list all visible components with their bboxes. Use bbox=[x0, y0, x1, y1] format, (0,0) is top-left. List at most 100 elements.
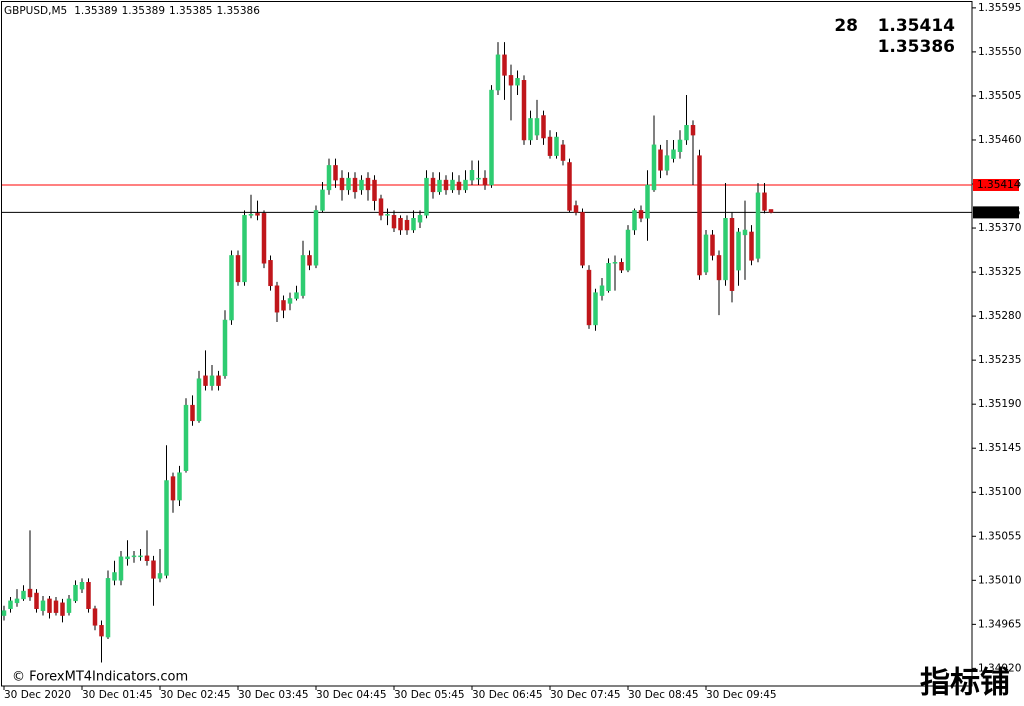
candle-body bbox=[521, 80, 527, 141]
x-tick-label: 30 Dec 08:45 bbox=[628, 689, 699, 701]
bid-label: 1.35386 bbox=[977, 206, 1021, 218]
candle-body bbox=[21, 590, 26, 600]
y-tick-label: 1.35370 bbox=[978, 222, 1021, 234]
ask-label-box bbox=[973, 178, 1019, 191]
candle-body bbox=[125, 556, 130, 560]
watermark: © ForexMT4Indicators.com bbox=[12, 670, 188, 685]
candle-body bbox=[404, 219, 410, 231]
candle-body bbox=[313, 210, 319, 266]
candle-body bbox=[489, 89, 494, 186]
candle-body bbox=[203, 375, 208, 386]
candle-body bbox=[697, 155, 702, 276]
candle-body bbox=[352, 177, 358, 193]
ask-label: 1.35414 bbox=[977, 179, 1021, 191]
header-open: 1.35389 bbox=[74, 5, 117, 17]
x-tick-label: 30 Dec 09:45 bbox=[706, 689, 777, 701]
candle-body bbox=[463, 179, 468, 191]
candle-body bbox=[469, 170, 475, 181]
candle-body bbox=[762, 192, 767, 211]
candle-body bbox=[157, 573, 163, 579]
candle-body bbox=[619, 262, 624, 271]
candle-body bbox=[729, 218, 735, 291]
x-tick-label: 30 Dec 01:45 bbox=[82, 689, 153, 701]
candle-body bbox=[183, 404, 189, 471]
candle-body bbox=[658, 149, 663, 171]
candle-body bbox=[573, 205, 579, 213]
y-tick-label: 1.35325 bbox=[978, 266, 1021, 278]
x-tick-label: 30 Dec 2020 bbox=[4, 689, 71, 701]
candle-body bbox=[378, 198, 384, 216]
candle-body bbox=[8, 600, 13, 609]
y-tick-label: 1.35550 bbox=[978, 46, 1021, 58]
candle-body bbox=[99, 625, 104, 637]
candle-body bbox=[495, 54, 501, 91]
candle-body bbox=[105, 578, 111, 638]
candle-body bbox=[703, 234, 709, 273]
candle-body bbox=[320, 189, 325, 211]
y-tick-label: 1.35460 bbox=[978, 134, 1021, 146]
y-tick-label: 1.35190 bbox=[978, 398, 1021, 410]
bid-label-box bbox=[973, 206, 1019, 219]
spread: 28 bbox=[834, 16, 858, 36]
candle-body bbox=[346, 177, 351, 191]
candle-body bbox=[222, 319, 228, 377]
y-tick-label: 1.35595 bbox=[978, 2, 1021, 14]
candle-body bbox=[638, 210, 644, 219]
candle-body bbox=[73, 584, 78, 602]
candle-body bbox=[541, 115, 546, 139]
candle-body bbox=[456, 181, 462, 191]
candle-body bbox=[255, 213, 260, 216]
y-tick-label: 1.35235 bbox=[978, 354, 1021, 366]
candle-body bbox=[294, 292, 299, 299]
candle-body bbox=[424, 177, 429, 216]
candle-body bbox=[742, 229, 748, 236]
candle-body bbox=[593, 292, 598, 326]
candle-body bbox=[586, 269, 592, 326]
logo: 指标铺 bbox=[920, 666, 1010, 701]
candle-body bbox=[606, 263, 611, 291]
candle-body bbox=[560, 144, 566, 161]
y-tick-label: 1.34920 bbox=[978, 662, 1021, 674]
candle-body bbox=[365, 177, 371, 191]
candle-body bbox=[131, 555, 137, 558]
candle-body bbox=[534, 118, 540, 136]
x-tick-label: 30 Dec 02:45 bbox=[160, 689, 231, 701]
candle-body bbox=[632, 210, 637, 231]
bid-price: 1.35386 bbox=[878, 37, 955, 57]
candle-body bbox=[768, 209, 774, 213]
candle-body bbox=[300, 255, 306, 296]
y-tick-label: 1.35055 bbox=[978, 530, 1021, 542]
x-tick-label: 30 Dec 03:45 bbox=[238, 689, 309, 701]
candle-body bbox=[112, 572, 117, 581]
y-tick-label: 1.35280 bbox=[978, 310, 1021, 322]
candle-body bbox=[27, 588, 33, 598]
candle-body bbox=[170, 476, 176, 501]
candle-body bbox=[14, 598, 20, 604]
candle-body bbox=[151, 560, 156, 579]
candle-body bbox=[411, 218, 416, 231]
candle-body bbox=[482, 177, 488, 186]
candle-body bbox=[508, 75, 514, 86]
candle-body bbox=[326, 165, 332, 191]
y-tick-label: 1.35100 bbox=[978, 486, 1021, 498]
header-close: 1.35386 bbox=[216, 5, 260, 17]
header-high: 1.35389 bbox=[122, 5, 165, 17]
candle-body bbox=[144, 555, 150, 561]
candle-body bbox=[138, 555, 143, 558]
candle-body bbox=[547, 136, 553, 156]
candle-body bbox=[599, 285, 605, 296]
candle-body bbox=[118, 556, 124, 581]
ask-price: 1.35414 bbox=[878, 16, 956, 36]
candle-body bbox=[677, 139, 683, 152]
candle-body bbox=[333, 165, 338, 181]
candle-body bbox=[749, 231, 754, 261]
candle-body bbox=[664, 155, 670, 171]
candle-body bbox=[47, 598, 52, 613]
candle-body bbox=[53, 600, 59, 613]
x-tick-label: 30 Dec 05:45 bbox=[394, 689, 465, 701]
candle-body bbox=[671, 149, 676, 159]
candle-body bbox=[242, 215, 247, 283]
candle-body bbox=[710, 234, 715, 256]
